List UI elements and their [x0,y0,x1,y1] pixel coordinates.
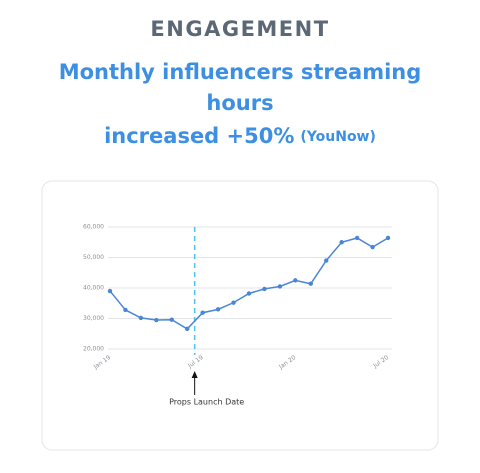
point [107,288,113,294]
point [385,235,391,241]
point [293,278,298,283]
point [169,317,174,322]
point [370,244,375,250]
point [185,326,190,332]
y-tick-label: 30,000 [83,315,104,322]
point [308,281,313,286]
point [246,291,252,296]
point [354,235,360,241]
y-tick-label: 60,000 [83,224,104,231]
y-tick-label: 50,000 [83,254,104,261]
title-row: increased +50% (YouNow) [104,124,376,148]
point [231,300,236,305]
point [262,286,267,292]
point [200,310,205,315]
card [41,180,439,451]
title-line: increased +50% [104,124,294,148]
y-tick-label: 20,000 [83,346,104,353]
arrow-head [191,371,198,378]
title-line: Monthly influencers streaming [59,60,422,84]
point [277,284,283,289]
y-tick-label: 40,000 [83,285,104,292]
point [324,258,329,263]
point [339,240,344,245]
annotation: Props Launch Date [169,398,244,407]
point [138,315,144,321]
title-line: hours [206,91,273,115]
eyebrow: ENGAGEMENT [150,17,329,41]
point [154,317,159,323]
point [123,307,128,313]
point [215,307,221,312]
source: (YouNow) [300,129,376,145]
